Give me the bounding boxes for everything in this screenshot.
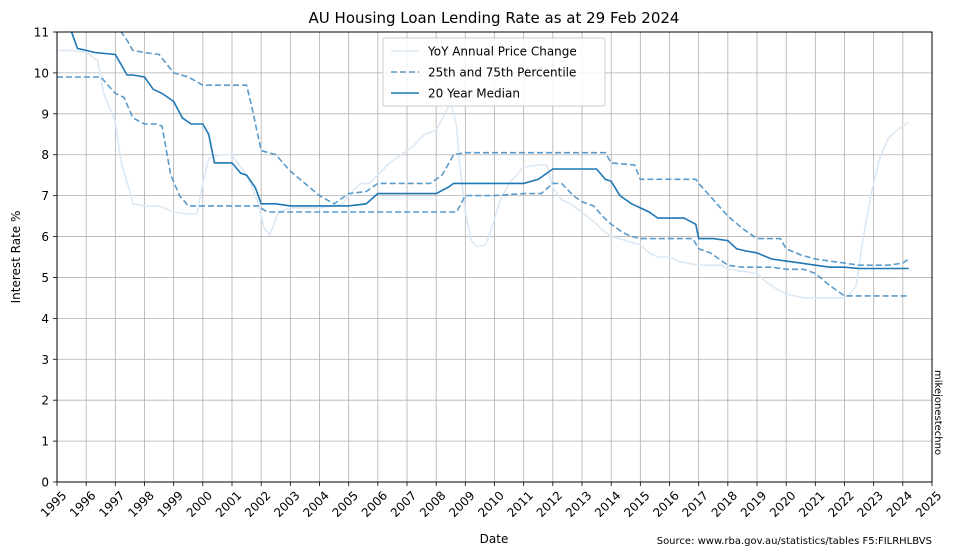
x-axis-label: Date: [480, 532, 509, 546]
y-tick-label: 6: [41, 230, 49, 244]
y-tick-label: 3: [41, 353, 49, 367]
y-tick-label: 2: [41, 394, 49, 408]
y-tick-label: 9: [41, 107, 49, 121]
series-layer: [57, 32, 910, 299]
y-tick-label: 11: [34, 26, 49, 40]
y-axis-label: Interest Rate %: [9, 211, 23, 304]
legend-box: [382, 37, 606, 107]
legend-label: 25th and 75th Percentile: [428, 66, 576, 80]
legend-label: YoY Annual Price Change: [427, 45, 577, 59]
y-tick-label: 8: [41, 148, 49, 162]
y-tick-label: 10: [34, 66, 49, 80]
series-line-1: [57, 76, 909, 297]
y-tick-label: 7: [41, 189, 49, 203]
source-note: Source: www.rba.gov.au/statistics/tables…: [657, 536, 932, 547]
series-line-3: [69, 32, 909, 270]
watermark-text: mikejonestechno: [932, 370, 943, 455]
series-line-0: [57, 49, 910, 299]
y-tick-label: 0: [41, 476, 49, 490]
y-tick-label: 5: [41, 271, 49, 285]
legend-label: 20 Year Median: [428, 87, 520, 101]
legend: YoY Annual Price Change 25th and 75th Per…: [382, 37, 606, 107]
y-tick-label: 4: [41, 312, 49, 326]
grid-layer: [56, 31, 933, 483]
chart-title: AU Housing Loan Lending Rate as at 29 Fe…: [309, 9, 680, 27]
series-line-2: [120, 32, 910, 266]
y-tick-label: 1: [41, 435, 49, 449]
